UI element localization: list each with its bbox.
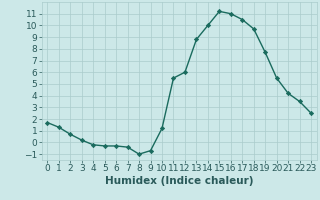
- X-axis label: Humidex (Indice chaleur): Humidex (Indice chaleur): [105, 176, 253, 186]
